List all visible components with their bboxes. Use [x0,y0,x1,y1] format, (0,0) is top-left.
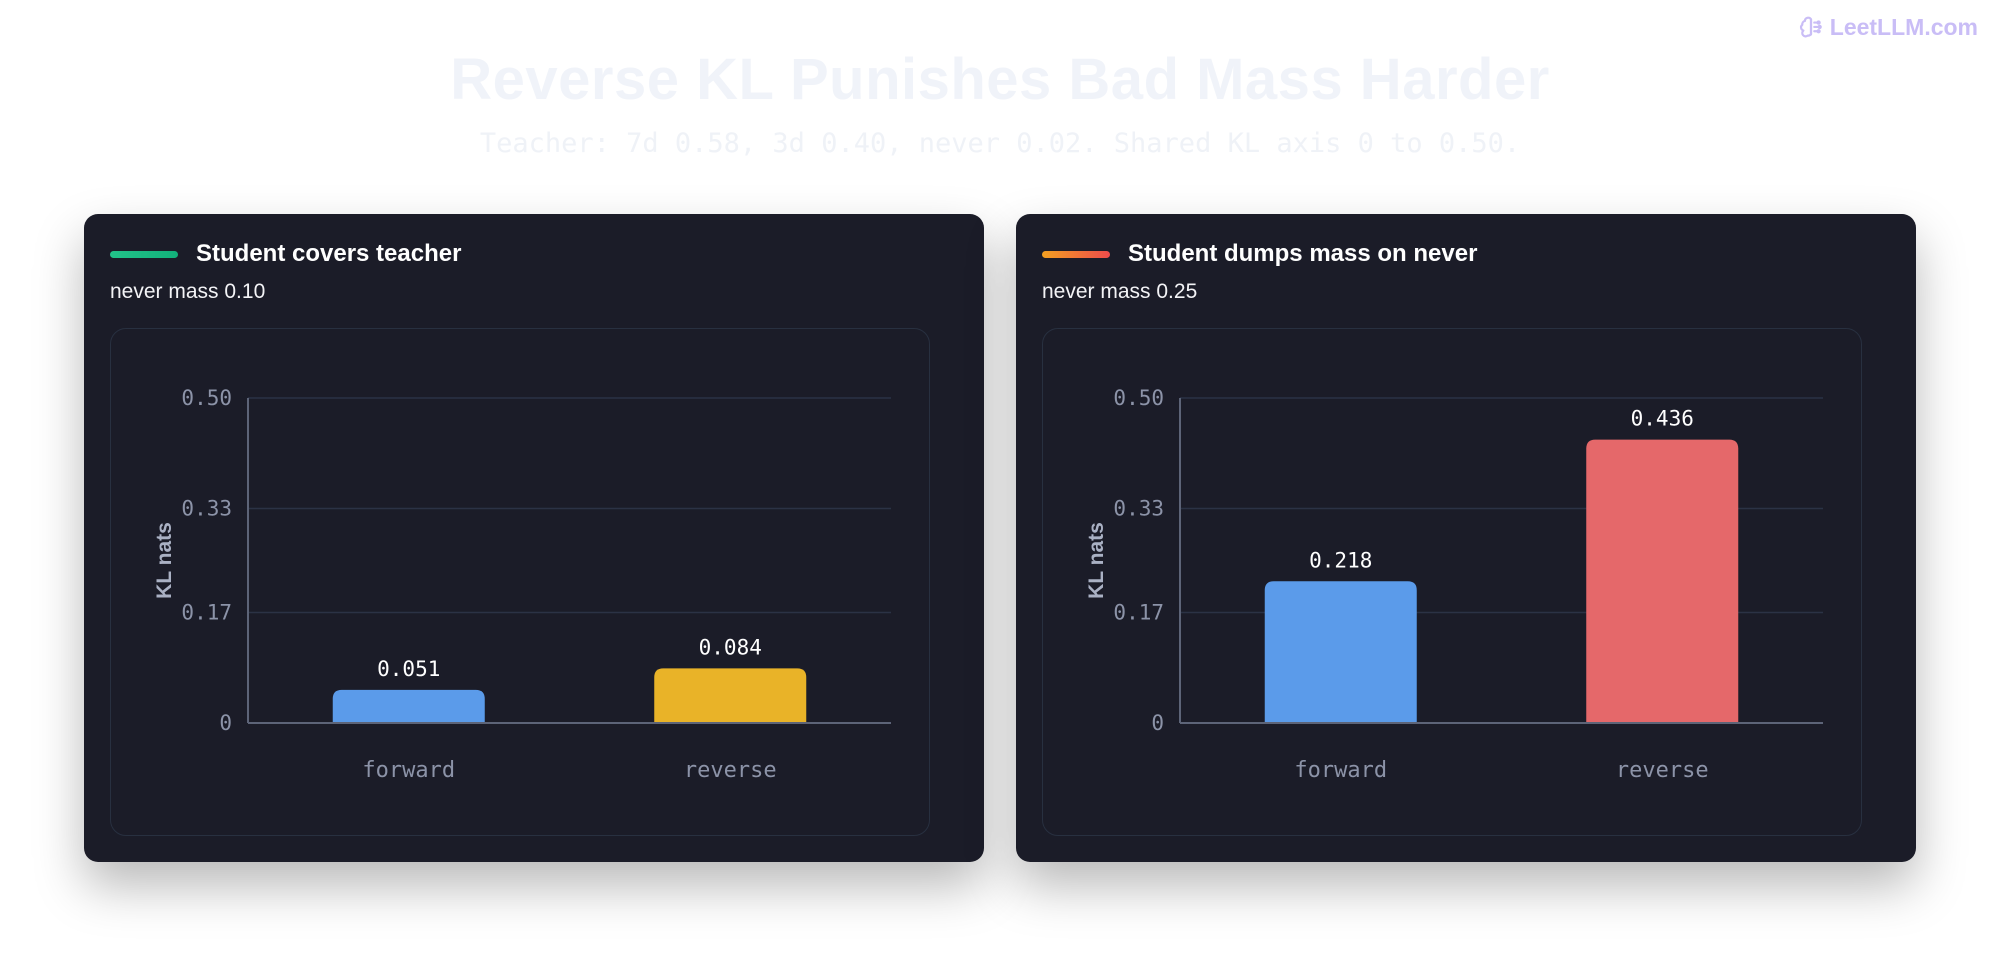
bar-chart: 0 0.17 0.33 0.50 KL nats 0.218 forward 0.436 rev… [1085,386,1823,783]
bar-reverse [654,668,807,723]
y-axis-label: KL nats [1085,522,1108,599]
brain-icon [1799,16,1822,37]
y-tick-label: 0.33 [1113,497,1164,521]
panel-accent-swatch [1042,250,1110,258]
y-tick-label: 0.50 [1113,386,1164,410]
panel-title: Student dumps mass on never [1128,240,1478,267]
bar-value-label: 0.218 [1309,548,1372,572]
y-tick-label: 0.50 [181,386,232,410]
brand-logo[interactable]: LeetLLM.com [1798,14,1978,41]
bar-value-label: 0.051 [377,657,440,681]
bar-reverse [1586,439,1739,723]
chart-frame: 0 0.17 0.33 0.50 KL nats 0.218 forward 0.436 rev… [1042,328,1862,836]
panel-subtitle: never mass 0.25 [1042,280,1198,303]
panel-subtitle: never mass 0.10 [110,280,266,303]
x-tick-label: forward [362,758,455,783]
panel-title-row: Student dumps mass on never [1042,240,1477,268]
y-tick-label: 0 [1151,711,1164,735]
bar-forward [332,689,485,723]
y-tick-label: 0.17 [1113,601,1164,625]
x-tick-label: forward [1294,758,1387,783]
brand-name: LeetLLM.com [1829,14,1978,40]
bar-value-label: 0.084 [699,635,762,659]
panel-title-row: Student covers teacher [110,240,461,268]
page-title: Reverse KL Punishes Bad Mass Harder [450,47,1550,112]
bar-chart: 0 0.17 0.33 0.50 KL nats 0.051 forward 0.084 rev… [153,386,891,783]
y-axis-label: KL nats [153,522,176,599]
y-tick-label: 0.33 [181,497,232,521]
y-tick-label: 0.17 [181,601,232,625]
chart-panel-covers: Student covers teacher never mass 0.10 0… [84,214,984,862]
y-tick-label: 0 [219,711,232,735]
x-tick-label: reverse [1616,758,1709,783]
x-tick-label: reverse [684,758,777,783]
page-subtitle: Teacher: 7d 0.58, 3d 0.40, never 0.02. S… [479,128,1521,159]
bar-value-label: 0.436 [1631,407,1694,431]
chart-panel-dumps: Student dumps mass on never never mass 0… [1016,214,1916,862]
panel-accent-swatch [110,250,178,258]
bar-forward [1264,581,1417,723]
chart-frame: 0 0.17 0.33 0.50 KL nats 0.051 forward 0.084 rev… [110,328,930,836]
panel-title: Student covers teacher [196,240,462,267]
